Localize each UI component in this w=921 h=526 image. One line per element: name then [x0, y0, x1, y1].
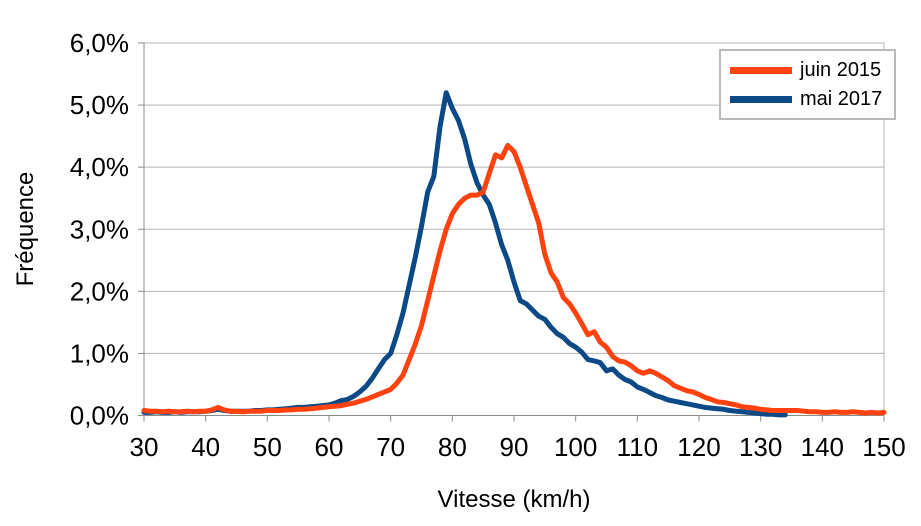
legend-item-juin-2015: juin 2015 [730, 60, 894, 80]
legend-item-mai-2017: mai 2017 [730, 89, 894, 109]
series-line-mai-2017 [141, 90, 788, 418]
legend-line-juin-2015-icon [730, 66, 792, 74]
y-tick-label-0,0%: 0,0% [70, 401, 129, 431]
legend-label-mai-2017: mai 2017 [800, 88, 883, 110]
x-tick-label-90: 90 [500, 432, 529, 462]
series-line-juin-2015 [141, 142, 887, 416]
x-tick-label-120: 120 [677, 432, 720, 462]
y-tick-label-6,0%: 6,0% [70, 28, 129, 58]
y-tick-label-5,0%: 5,0% [70, 90, 129, 120]
x-tick-label-30: 30 [130, 432, 159, 462]
legend-line-mai-2017-icon [730, 95, 792, 103]
y-axis-title: Fréquence [12, 171, 39, 287]
y-tick-label-1,0%: 1,0% [70, 338, 129, 368]
x-tick-label-110: 110 [617, 432, 658, 462]
x-tick-label-130: 130 [739, 432, 782, 462]
x-axis-title: Vitesse (km/h) [437, 486, 591, 513]
legend: juin 2015 mai 2017 [719, 49, 896, 120]
x-tick-label-100: 100 [554, 432, 597, 462]
x-tick-label-70: 70 [376, 432, 405, 462]
y-tick-label-3,0%: 3,0% [70, 214, 129, 244]
y-tick-label-4,0%: 4,0% [70, 152, 129, 182]
x-tick-label-50: 50 [253, 432, 282, 462]
x-tick-label-80: 80 [438, 432, 467, 462]
legend-label-juin-2015: juin 2015 [800, 59, 882, 81]
y-tick-label-2,0%: 2,0% [70, 276, 129, 306]
x-tick-label-140: 140 [801, 432, 844, 462]
x-tick-label-150: 150 [862, 432, 905, 462]
x-tick-label-60: 60 [315, 432, 344, 462]
x-tick-label-40: 40 [191, 432, 220, 462]
